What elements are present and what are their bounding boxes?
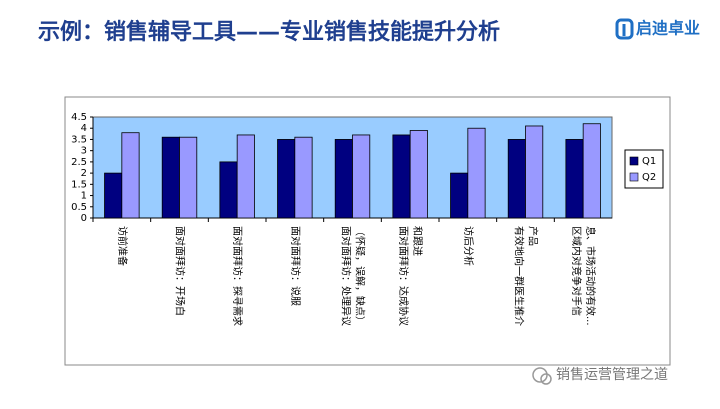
bar [409,130,428,219]
bar [294,136,313,219]
legend-swatch [629,156,639,166]
bar [161,136,180,219]
bar [104,172,123,219]
y-tick-label: 1 [81,191,87,202]
bar [277,139,296,219]
bar [352,134,371,219]
bar [467,127,486,219]
bar [582,123,601,219]
y-tick-label: 2 [81,168,87,179]
legend-label: Q2 [642,172,656,183]
bar [236,134,255,219]
x-tick-label: 面对面拜访：说服 [289,226,302,306]
x-tick-label: 面对面拜访：开场白 [174,226,187,316]
watermark-icon [540,373,552,385]
x-tick-label: 访前准备 [116,226,129,266]
x-tick-label: 面对面拜访：处理异议 [340,226,353,326]
watermark: 销售运营管理之道 [532,367,668,385]
y-tick-label: 4 [81,123,87,134]
x-tick-label: 息、市场活动的有效... [584,226,597,326]
bar [219,161,238,219]
legend-box [624,149,664,189]
x-tick-label: 和跟进 [411,226,423,256]
x-tick-label: 面对面拜访：探寻需求 [231,226,244,326]
x-tick-label: 区域内对竞争对手信 [570,226,583,316]
bar [565,139,584,219]
x-tick-label: 有效地向一群医生推介 [513,226,526,326]
x-tick-label: 产品 [527,226,540,246]
y-tick-label: 2.5 [71,157,87,168]
watermark-icon [532,367,548,383]
y-tick-label: 3 [81,146,87,157]
y-tick-label: 0 [81,213,87,224]
bar [392,134,411,219]
logo-text: 启迪卓业 [636,19,700,38]
y-tick-label: 3.5 [71,134,87,145]
legend-label: Q1 [642,156,656,167]
x-tick-label: 面对面拜访：达成协议 [397,226,410,326]
y-tick-label: 4.5 [71,112,87,123]
bar [507,139,526,219]
x-tick-label: 访后分析 [462,226,475,266]
bar [121,132,140,219]
y-tick-label: 1.5 [71,179,87,190]
x-tick-label: （怀疑，误解，缺点） [354,226,367,326]
y-tick-label: 0.5 [71,202,87,213]
legend-swatch [629,172,639,182]
bar [450,172,469,219]
bar [334,139,353,219]
logo: 启迪卓业 [615,18,700,40]
bar [525,125,544,219]
slide-title: 示例：销售辅导工具——专业销售技能提升分析 [38,19,500,45]
watermark-text: 销售运营管理之道 [556,367,668,383]
bar [179,136,198,219]
logo-icon [615,18,634,40]
